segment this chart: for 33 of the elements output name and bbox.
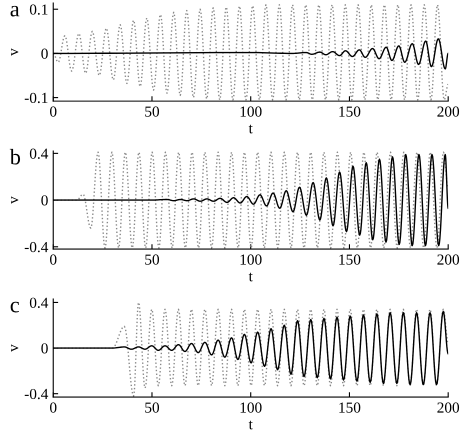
x-tick-label: 200 xyxy=(437,402,460,413)
y-tick-label: 0 xyxy=(41,195,48,206)
y-tick-label: 0 xyxy=(41,343,48,354)
x-tick-label: 100 xyxy=(240,402,262,413)
y-tick-label: -0.1 xyxy=(24,92,48,104)
x-tick-label: 0 xyxy=(50,402,56,413)
chart-title: c xyxy=(10,302,19,312)
y-tick-label: 0.4 xyxy=(30,148,48,159)
chart-title: a xyxy=(10,6,20,16)
y-axis-title: v xyxy=(11,48,18,56)
x-axis-title: t xyxy=(248,124,253,134)
x-tick-label: 150 xyxy=(339,402,360,413)
x-tick-label: 0 xyxy=(50,254,56,265)
x-axis-title: t xyxy=(248,420,253,430)
x-axis-title: t xyxy=(248,272,253,282)
y-tick-label: 0 xyxy=(41,48,48,59)
y-tick-label: 0.1 xyxy=(30,4,48,15)
x-tick-label: 150 xyxy=(339,106,360,117)
x-tick-label: 50 xyxy=(145,106,160,117)
y-axis-title: v xyxy=(11,196,18,204)
x-tick-label: 0 xyxy=(50,106,56,117)
y-tick-label: -0.4 xyxy=(24,242,48,252)
x-tick-label: 50 xyxy=(145,402,160,413)
x-tick-label: 50 xyxy=(145,254,160,265)
x-tick-label: 200 xyxy=(437,254,460,265)
y-tick-label: -0.4 xyxy=(24,388,48,400)
x-tick-label: 150 xyxy=(339,254,360,265)
x-tick-label: 100 xyxy=(240,106,262,117)
y-tick-label: 0.4 xyxy=(30,298,48,308)
x-tick-label: 100 xyxy=(240,254,262,265)
chart-title: b xyxy=(10,148,20,164)
x-tick-label: 200 xyxy=(437,106,460,117)
y-axis-title: v xyxy=(11,344,18,352)
